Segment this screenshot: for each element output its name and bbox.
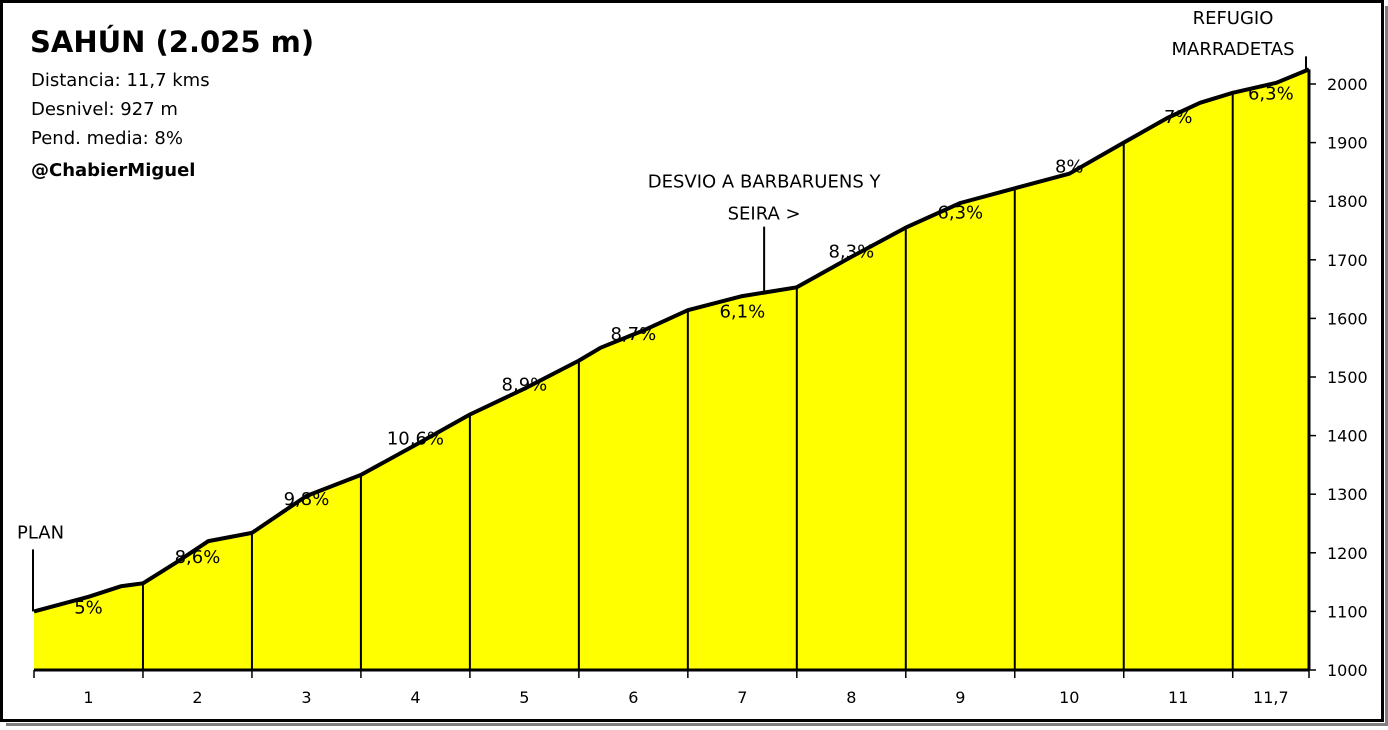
junction-label: SEIRA > (728, 204, 801, 225)
info-distance: Distancia: 11,7 kms (31, 70, 210, 91)
grade-label: 10,6% (387, 429, 444, 450)
profile-area (34, 69, 1309, 670)
info-average-grade: Pend. media: 8% (31, 128, 183, 149)
grade-label: 8,6% (175, 547, 221, 568)
area-layer (33, 67, 1310, 670)
label-layer: 5% 8,6% 9,8% 10,6% 8,9% 8,7% 6,1% 8,3% 6,3% 8% 7% 6… (17, 8, 1307, 618)
x-tick-label: 2 (192, 688, 202, 707)
start-label: PLAN (17, 522, 64, 543)
y-tick-label: 1200 (1327, 544, 1368, 563)
author-handle: @ChabierMiguel (31, 160, 195, 181)
x-tick-label: 9 (955, 688, 965, 707)
x-tick-label: 4 (410, 688, 420, 707)
grade-label: 6,1% (719, 301, 765, 322)
y-tick-label: 1600 (1327, 309, 1368, 328)
y-tick-label: 1500 (1327, 368, 1368, 387)
y-tick-label: 1400 (1327, 427, 1368, 446)
grade-label: 7% (1164, 107, 1193, 128)
end-label: REFUGIO (1193, 8, 1274, 29)
info-elevation-gain: Desnivel: 927 m (31, 99, 178, 120)
axes-layer: 1000 1100 1200 1300 1400 1500 1600 1700 1800 1900… (33, 69, 1368, 707)
grade-label: 6,3% (1248, 83, 1294, 104)
grade-label: 6,3% (937, 202, 983, 223)
grade-label: 8% (1055, 157, 1084, 178)
x-tick-label: 5 (519, 688, 529, 707)
x-tick-label: 10 (1059, 688, 1079, 707)
y-tick-label: 1300 (1327, 485, 1368, 504)
y-tick-label: 1700 (1327, 251, 1368, 270)
grade-label: 8,9% (502, 375, 548, 396)
grade-label: 5% (74, 597, 103, 618)
grade-label: 8,7% (610, 324, 656, 345)
y-tick-label: 1900 (1327, 134, 1368, 153)
grade-label: 8,3% (828, 242, 874, 263)
y-tick-label: 1800 (1327, 192, 1368, 211)
x-tick-label: 11,7 (1253, 688, 1289, 707)
x-tick-label: 8 (846, 688, 856, 707)
x-tick-label: 7 (737, 688, 747, 707)
y-tick-label: 2000 (1327, 75, 1368, 94)
x-tick-label: 6 (628, 688, 638, 707)
junction-label: DESVIO A BARBARUENS Y (648, 172, 882, 193)
profile-line (33, 67, 1310, 614)
y-tick-label: 1100 (1327, 602, 1368, 621)
y-tick-label: 1000 (1327, 661, 1368, 680)
end-label: MARRADETAS (1171, 39, 1294, 60)
chart-title: SAHÚN (2.025 m) (30, 25, 314, 59)
x-tick-label: 1 (83, 688, 93, 707)
grade-label: 9,8% (284, 489, 330, 510)
x-tick-label: 3 (301, 688, 311, 707)
x-tick-label: 11 (1168, 688, 1188, 707)
